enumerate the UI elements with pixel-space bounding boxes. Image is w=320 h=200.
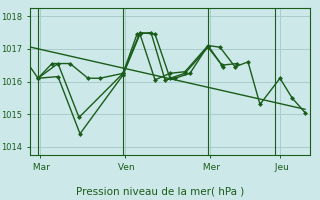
Text: Pression niveau de la mer( hPa ): Pression niveau de la mer( hPa )	[76, 186, 244, 196]
